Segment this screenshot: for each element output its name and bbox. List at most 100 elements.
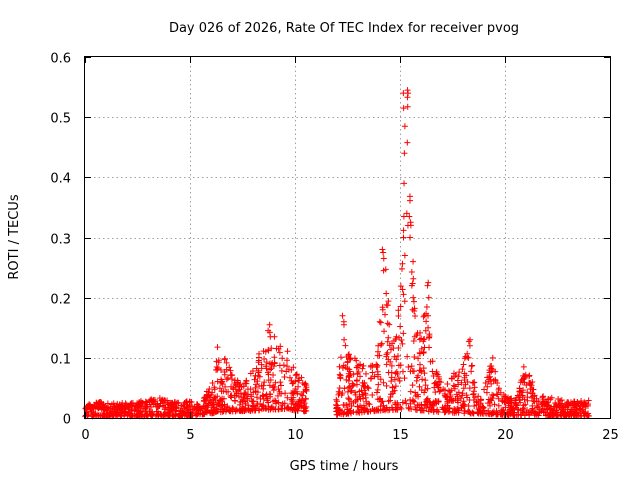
data-point [560,411,567,418]
data-point [491,401,498,408]
data-point [427,358,434,365]
data-point [405,363,412,370]
data-point [535,398,542,405]
data-point [333,398,340,405]
data-point [107,410,114,417]
data-point [259,393,266,400]
data-point [158,397,165,404]
data-point [85,402,92,409]
data-point [284,394,291,401]
data-point [284,348,291,355]
data-point [260,405,267,412]
data-point [282,390,289,397]
data-point [248,406,255,413]
data-point [400,105,407,112]
data-point [340,321,347,328]
data-point [458,395,465,402]
data-point [581,399,588,406]
data-point [546,406,553,413]
data-point [399,286,406,293]
data-point [436,378,443,385]
data-point [342,342,349,349]
y-axis-label: ROTI / TECUs [7,194,22,279]
data-point [214,365,221,372]
data-point [148,398,155,405]
data-point [102,411,109,418]
data-point [393,356,400,363]
data-point [255,407,262,414]
data-point [235,379,242,386]
data-point [217,367,224,374]
data-point [407,234,414,241]
data-point [385,298,392,305]
data-point [529,405,536,412]
data-point [104,404,111,411]
data-point [422,402,429,409]
data-point [410,337,417,344]
data-point [218,388,225,395]
data-point [539,394,546,401]
data-point [365,408,372,415]
data-point [399,260,406,267]
data-point [401,150,408,157]
data-point [484,383,491,390]
data-point [475,406,482,413]
data-point [169,404,176,411]
data-point [407,219,414,226]
data-point [283,357,290,364]
data-point [134,400,141,407]
data-point [408,363,415,370]
data-point [336,384,343,391]
data-point [253,381,260,388]
data-point [516,396,523,403]
data-point [384,320,391,327]
data-point [225,388,232,395]
data-point [400,291,407,298]
data-point [510,406,517,413]
data-point [339,365,346,372]
data-point [391,376,398,383]
data-point [278,390,285,397]
data-point [136,399,143,406]
data-point [153,403,160,410]
data-point [218,376,225,383]
data-point [365,385,372,392]
data-point [405,90,412,97]
data-point [376,318,383,325]
data-point [279,355,286,362]
data-point [410,275,417,282]
data-point [361,384,368,391]
data-point [277,379,284,386]
data-point [267,333,274,340]
data-point [483,389,490,396]
data-point [403,210,410,217]
x-tick-label: 5 [186,428,194,443]
data-point [393,333,400,340]
data-point [499,398,506,405]
data-point [411,353,418,360]
data-point [98,412,105,419]
data-point [260,385,267,392]
data-point [249,403,256,410]
data-point [302,380,309,387]
data-point [287,374,294,381]
data-point [367,375,374,382]
data-point [197,407,204,414]
data-point [389,340,396,347]
data-point [374,386,381,393]
data-point [482,380,489,387]
data-point [416,349,423,356]
data-point [425,294,432,301]
data-point [396,334,403,341]
data-point [271,354,278,361]
data-point [243,378,250,385]
data-point [468,368,475,375]
data-point [125,406,132,413]
data-point [128,410,135,417]
data-point [520,402,527,409]
data-point [270,405,277,412]
data-point [425,324,432,331]
data-point [255,357,262,364]
data-point [424,385,431,392]
data-point [556,401,563,408]
